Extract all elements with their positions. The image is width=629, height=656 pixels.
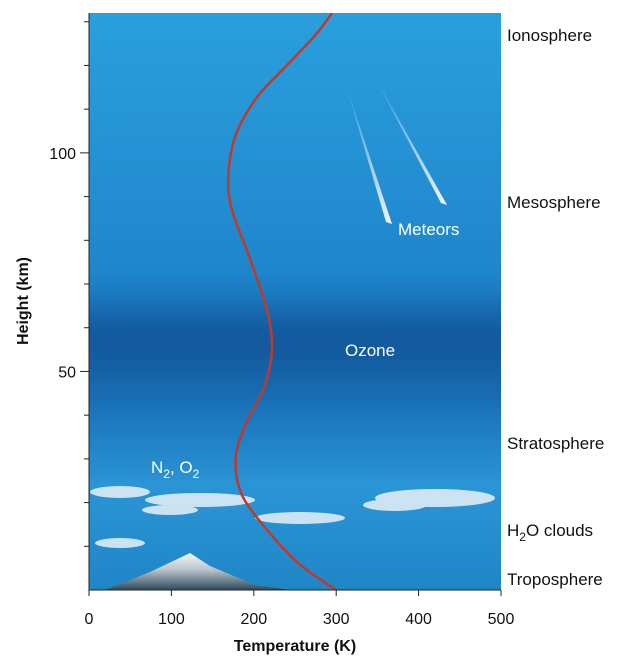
meteors-label: Meteors [398,220,459,239]
x-axis: 0 100 200 300 400 500 [85,589,515,628]
layer-label-mesosphere: Mesosphere [507,193,601,212]
ozone-band [89,290,501,410]
y-axis-title: Height (km) [15,257,32,345]
y-tick-label: 100 [49,146,76,163]
x-tick-label: 300 [323,611,350,628]
y-tick-label: 50 [58,364,76,381]
ozone-label: Ozone [345,341,395,360]
plot-area [89,13,501,590]
x-tick-label: 100 [158,611,185,628]
layer-label-ionosphere: Ionosphere [507,26,592,45]
mountain [105,553,290,590]
y-minor-ticks [84,21,89,547]
layer-label-stratosphere: Stratosphere [507,434,604,453]
x-axis-title: Temperature (K) [234,638,356,655]
meteor-trail [345,82,392,224]
temperature-profile-line [226,13,337,590]
x-tick-label: 400 [405,611,432,628]
x-tick-label: 200 [240,611,267,628]
y-axis: 50 100 [49,13,90,590]
layer-label-troposphere: Troposphere [507,570,603,589]
meteor-trail [372,72,447,205]
y-major-ticks: 50 100 [49,146,89,381]
clouds [90,486,495,548]
x-tick-label: 500 [488,611,515,628]
layer-label-h2o-clouds: H2O clouds [507,521,593,544]
x-tick-label: 0 [85,611,94,628]
x-major-ticks: 0 100 200 300 400 500 [85,590,515,628]
gases-label: N2, O2 [151,458,200,481]
